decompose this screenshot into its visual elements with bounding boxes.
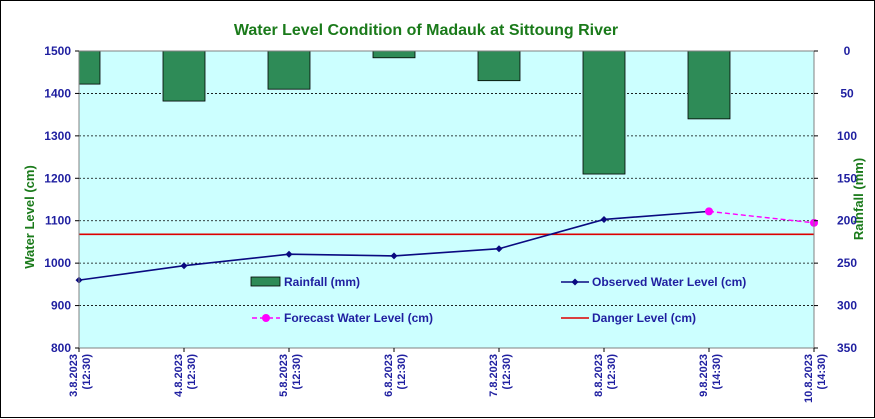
right-axis-title: Rainfall (mm)	[851, 158, 866, 240]
x-tick-date: 5.8.2023	[278, 354, 290, 397]
right-tick-label: 250	[837, 256, 857, 270]
legend-rainfall-label: Rainfall (mm)	[284, 275, 360, 289]
left-tick-label: 1400	[44, 86, 71, 100]
right-tick-label: 50	[840, 86, 854, 100]
x-axis-ticks: 3.8.2023 (12:30) 4.8.2023 (12:30) 5.8.2023 (1…	[68, 348, 828, 403]
x-tick-label: 6.8.2023 (12:30)	[383, 354, 408, 397]
x-tick-label: 10.8.2023 (14:30)	[803, 354, 828, 403]
x-tick-label: 9.8.2023 (14:30)	[698, 354, 723, 397]
forecast-point	[705, 207, 713, 216]
legend-danger-label: Danger Level (cm)	[592, 311, 696, 325]
forecast-line	[708, 210, 815, 224]
x-tick-date: 6.8.2023	[383, 354, 395, 397]
legend-rainfall-swatch	[250, 276, 281, 287]
legend-forecast-label: Forecast Water Level (cm)	[284, 311, 433, 325]
left-tick-label: 800	[51, 341, 71, 355]
right-tick-label: 0	[844, 44, 851, 58]
right-tick-label: 350	[837, 341, 857, 355]
legend-observed-label: Observed Water Level (cm)	[592, 275, 746, 289]
rainfall-bar	[162, 50, 206, 102]
left-tick-label: 1100	[45, 214, 71, 228]
right-tick-label: 300	[837, 299, 857, 313]
x-tick-time: (12:30)	[291, 354, 303, 390]
x-tick-label: 3.8.2023 (12:30)	[68, 354, 93, 397]
left-axis-ticks: 1500 1400 1300 1200 1100 1000 900 800	[44, 44, 79, 355]
x-tick-date: 8.8.2023	[593, 354, 605, 397]
x-tick-label: 8.8.2023 (12:30)	[593, 354, 618, 397]
x-tick-time: (14:30)	[816, 354, 828, 390]
x-tick-time: (12:30)	[501, 354, 513, 390]
left-tick-label: 1500	[44, 44, 71, 58]
legend-forecast-marker	[262, 314, 270, 322]
x-tick-date: 7.8.2023	[488, 354, 500, 397]
rainfall-bar	[78, 50, 101, 85]
rainfall-bar	[267, 50, 311, 90]
rainfall-bar	[582, 50, 626, 175]
x-tick-label: 7.8.2023 (12:30)	[488, 354, 513, 397]
plot-border	[78, 50, 815, 349]
x-tick-time: (12:30)	[81, 354, 93, 390]
observed-point	[495, 245, 503, 253]
observed-point	[600, 215, 608, 223]
right-tick-label: 150	[837, 171, 857, 185]
right-tick-label: 200	[837, 214, 857, 228]
legend: Rainfall (mm) Observed Water Level (cm) Fo…	[250, 275, 746, 325]
rainfall-bar	[372, 50, 416, 59]
x-tick-label: 5.8.2023 (12:30)	[278, 354, 303, 397]
left-tick-label: 900	[51, 299, 71, 313]
x-tick-time: (12:30)	[186, 354, 198, 390]
rainfall-bar	[687, 50, 731, 120]
left-tick-label: 1000	[44, 256, 71, 270]
observed-point	[390, 252, 398, 260]
x-tick-time: (12:30)	[606, 354, 618, 390]
right-axis-ticks: 0 50 100 150 200 250 300 350	[814, 44, 857, 355]
x-tick-date: 9.8.2023	[698, 354, 710, 397]
x-tick-label: 4.8.2023 (12:30)	[173, 354, 198, 397]
observed-point	[285, 250, 293, 258]
x-tick-date: 10.8.2023	[803, 354, 815, 403]
observed-point	[180, 262, 188, 270]
legend-observed-marker	[571, 278, 579, 286]
left-tick-label: 1200	[44, 171, 71, 185]
x-tick-date: 4.8.2023	[173, 354, 185, 397]
x-tick-date: 3.8.2023	[68, 354, 80, 397]
rainfall-bars	[78, 50, 731, 175]
rainfall-bar	[477, 50, 521, 82]
chart-title: Water Level Condition of Madauk at Sitto…	[234, 22, 618, 39]
left-tick-label: 1300	[44, 129, 71, 143]
x-tick-time: (14:30)	[711, 354, 723, 390]
x-tick-time: (12:30)	[396, 354, 408, 390]
right-tick-label: 100	[837, 129, 857, 143]
left-axis-title: Water Level (cm)	[22, 165, 37, 269]
